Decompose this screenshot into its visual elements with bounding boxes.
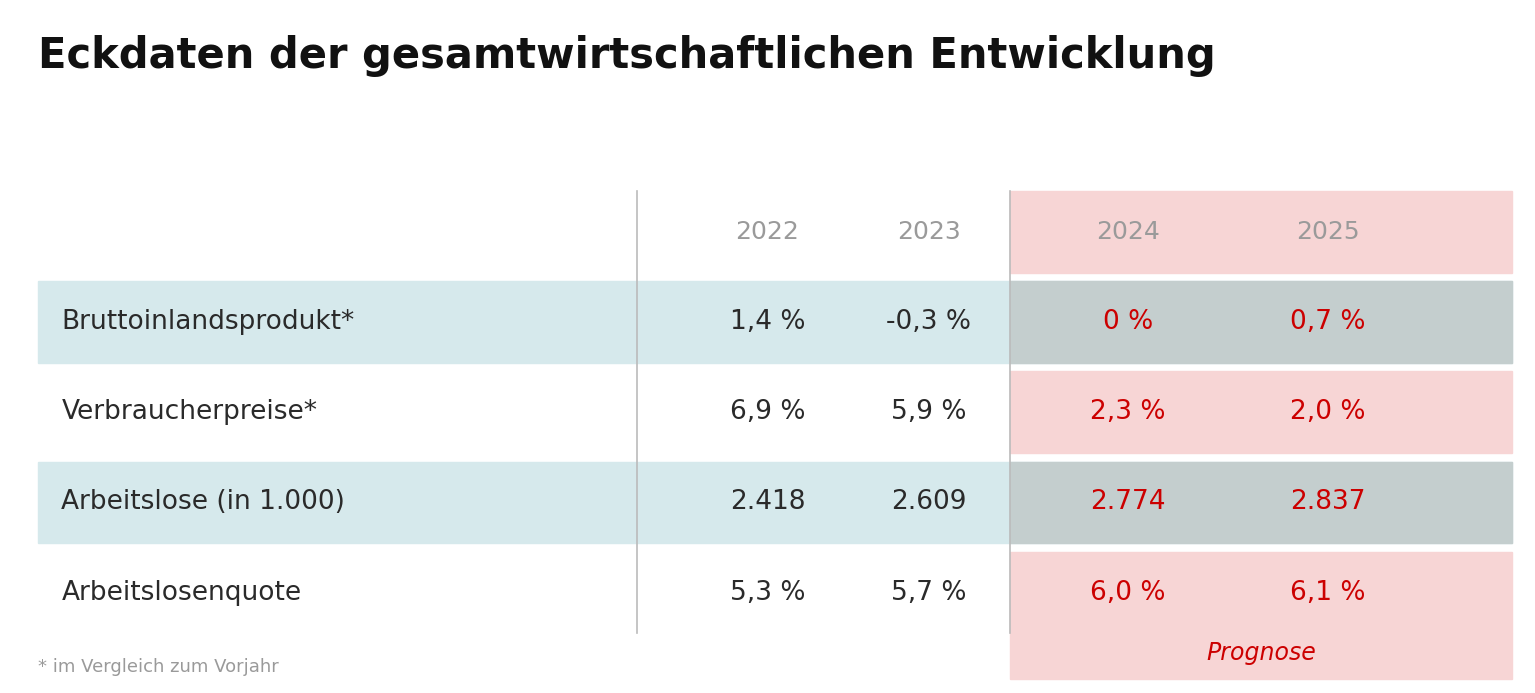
- Text: 2,3 %: 2,3 %: [1090, 399, 1167, 426]
- Bar: [38, 281, 1512, 363]
- Text: -0,3 %: -0,3 %: [886, 309, 972, 335]
- Text: 2023: 2023: [896, 220, 961, 244]
- Text: 2.609: 2.609: [890, 489, 967, 516]
- Text: 6,1 %: 6,1 %: [1289, 579, 1366, 606]
- Text: 5,7 %: 5,7 %: [890, 579, 967, 606]
- Text: Eckdaten der gesamtwirtschaftlichen Entwicklung: Eckdaten der gesamtwirtschaftlichen Entw…: [38, 35, 1216, 77]
- Bar: [1010, 462, 1512, 543]
- Text: 2022: 2022: [735, 220, 800, 244]
- Text: 6,9 %: 6,9 %: [729, 399, 806, 426]
- Text: Verbraucherpreise*: Verbraucherpreise*: [61, 399, 318, 426]
- Text: * im Vergleich zum Vorjahr: * im Vergleich zum Vorjahr: [38, 658, 279, 676]
- Text: 0 %: 0 %: [1104, 309, 1153, 335]
- Text: Prognose: Prognose: [1207, 641, 1315, 665]
- Text: Bruttoinlandsprodukt*: Bruttoinlandsprodukt*: [61, 309, 355, 335]
- Text: 0,7 %: 0,7 %: [1289, 309, 1366, 335]
- Text: 2.774: 2.774: [1090, 489, 1167, 516]
- Text: 6,0 %: 6,0 %: [1090, 579, 1167, 606]
- Text: 1,4 %: 1,4 %: [729, 309, 806, 335]
- Text: 5,9 %: 5,9 %: [890, 399, 967, 426]
- Text: 2025: 2025: [1296, 220, 1360, 244]
- Bar: [1010, 552, 1512, 633]
- Text: 2.837: 2.837: [1289, 489, 1366, 516]
- Text: 2024: 2024: [1096, 220, 1160, 244]
- Text: 2,0 %: 2,0 %: [1289, 399, 1366, 426]
- Bar: [1010, 371, 1512, 453]
- Text: 2.418: 2.418: [729, 489, 806, 516]
- Bar: [1010, 191, 1512, 273]
- Bar: [1010, 633, 1512, 679]
- Bar: [38, 462, 1512, 543]
- Text: Arbeitslosenquote: Arbeitslosenquote: [61, 579, 301, 606]
- Text: Arbeitslose (in 1.000): Arbeitslose (in 1.000): [61, 489, 345, 516]
- Bar: [1010, 281, 1512, 363]
- Text: 5,3 %: 5,3 %: [729, 579, 806, 606]
